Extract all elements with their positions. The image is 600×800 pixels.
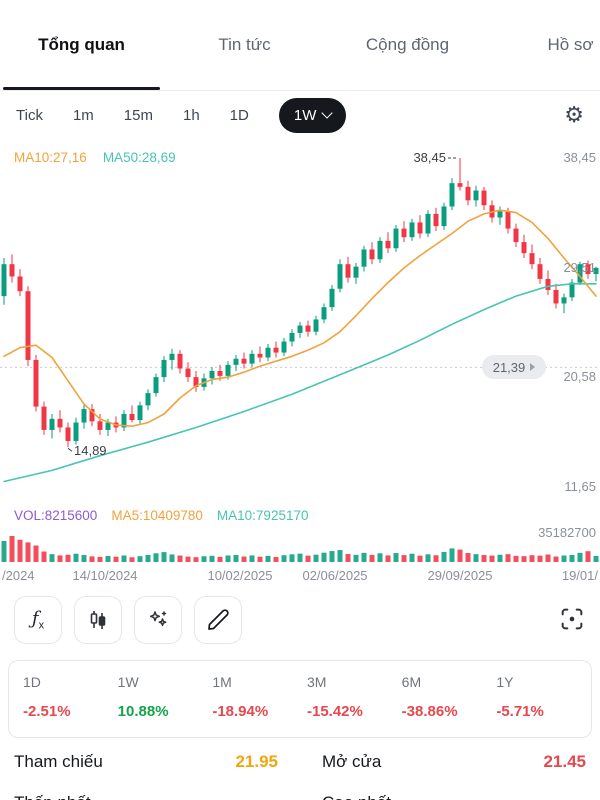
y-axis-label: 38,45 xyxy=(563,150,596,165)
performance-column: 6M -38.86% xyxy=(402,674,497,737)
timeframe-tick[interactable]: Tick xyxy=(16,106,43,124)
x-axis-label: /2024 xyxy=(2,568,35,583)
timeframe-1h[interactable]: 1h xyxy=(182,106,200,124)
period-label: 1D xyxy=(23,674,41,690)
x-axis-label: 19/01/ xyxy=(561,568,598,583)
high-price-label: Cao nhất xyxy=(322,793,391,800)
tab-ho-so[interactable]: Hồ sơ xyxy=(489,0,600,90)
vol-label: VOL:8215600 xyxy=(14,508,98,523)
performance-column: 1M -18.94% xyxy=(212,674,307,737)
chart-toolbar: ƒx xyxy=(0,596,600,644)
fx-indicator-icon: ƒx xyxy=(31,608,45,632)
tab-label: Tổng quan xyxy=(38,35,125,54)
low-price-cell: Thấp nhất xyxy=(14,793,278,800)
pencil-icon xyxy=(208,609,229,630)
open-price-value: 21.45 xyxy=(543,752,586,771)
peak-price-label: 38,45 xyxy=(413,150,446,165)
y-axis-label: 20,58 xyxy=(563,369,596,385)
period-value: -38.86% xyxy=(401,703,458,720)
scan-icon xyxy=(561,608,583,629)
price-line-badge[interactable]: 21,39 xyxy=(482,355,546,380)
low-price-label: Thấp nhất xyxy=(14,793,91,800)
x-axis-label: 10/02/2025 xyxy=(207,568,273,583)
chart-type-button[interactable] xyxy=(74,596,122,644)
performance-column: 3M -15.42% xyxy=(307,674,402,737)
timeframe-row: Tick 1m 15m 1h 1D 1W ⚙ xyxy=(0,91,600,139)
volume-overlay-labels: VOL:8215600 MA5:10409780 MA10:7925170 xyxy=(14,508,308,523)
performance-column: 1D -2.51% xyxy=(23,674,118,737)
period-value: -5.71% xyxy=(496,703,544,720)
badge-caret-icon xyxy=(530,363,536,372)
chart-area: 38,45 14,89 MA10:27,16 MA50:28,69 VOL:821… xyxy=(0,140,600,588)
draw-button[interactable] xyxy=(194,596,242,644)
ma-overlay-labels: MA10:27,16 MA50:28,69 xyxy=(14,150,176,165)
tab-label: Cộng đồng xyxy=(365,35,450,54)
tab-tong-quan[interactable]: Tổng quan xyxy=(0,0,163,90)
period-label: 1W xyxy=(117,674,139,690)
open-price-label: Mở cửa xyxy=(322,752,382,771)
vol-ma5-label: MA5:10409780 xyxy=(111,508,203,523)
chart-settings-button[interactable]: ⚙ xyxy=(564,102,584,128)
timeframe-15m[interactable]: 15m xyxy=(123,106,153,124)
period-value: -18.94% xyxy=(212,703,269,720)
period-value: 10.88% xyxy=(117,703,169,720)
price-line-value: 21,39 xyxy=(492,359,526,375)
ma10-label: MA10:27,16 xyxy=(14,150,87,165)
price-volume-chart[interactable]: 38,45 14,89 xyxy=(0,140,600,588)
indicators-fx-button[interactable]: ƒx xyxy=(14,596,62,644)
period-label: 6M xyxy=(401,674,422,690)
tab-tin-tuc[interactable]: Tin tức xyxy=(163,0,326,90)
volume-max-label: 35182700 xyxy=(538,525,596,540)
ai-sparkle-button[interactable] xyxy=(134,596,182,644)
period-label: 1M xyxy=(212,674,232,690)
performance-column: 1W 10.88% xyxy=(118,674,213,737)
tab-cong-dong[interactable]: Cộng đồng xyxy=(326,0,489,90)
quote-info-row: Tham chiếu 21.95 Mở cửa 21.45 xyxy=(14,752,586,772)
timeframe-1m[interactable]: 1m xyxy=(72,106,94,124)
reference-price-cell: Tham chiếu 21.95 xyxy=(14,752,278,772)
selected-timeframe-label: 1W xyxy=(293,106,317,124)
y-axis-label: 11,65 xyxy=(564,479,596,494)
fullscreen-scan-button[interactable] xyxy=(558,605,586,636)
active-tab-underline xyxy=(3,87,160,90)
top-tab-bar: Tổng quan Tin tức Cộng đồng Hồ sơ xyxy=(0,0,600,91)
ma50-label: MA50:28,69 xyxy=(102,150,176,165)
period-value: -2.51% xyxy=(23,703,71,720)
vol-ma10-label: MA10:7925170 xyxy=(216,508,309,523)
performance-column: 1Y -5.71% xyxy=(496,674,591,737)
performance-table: 1D -2.51% 1W 10.88% 1M -18.94% 3M -15.42… xyxy=(8,660,592,738)
x-axis-label: 14/10/2024 xyxy=(72,568,138,583)
timeframe-1d[interactable]: 1D xyxy=(229,106,249,124)
gear-icon: ⚙ xyxy=(564,102,584,127)
reference-price-value: 21.95 xyxy=(235,752,278,771)
open-price-cell: Mở cửa 21.45 xyxy=(322,752,586,772)
period-value: -15.42% xyxy=(306,703,363,720)
high-price-cell: Cao nhất xyxy=(322,793,586,800)
x-axis-label: 02/06/2025 xyxy=(302,568,368,583)
period-label: 1Y xyxy=(496,674,514,690)
candlestick-type-icon xyxy=(90,611,106,629)
quote-info-row-partial: Thấp nhất Cao nhất xyxy=(14,793,586,800)
reference-price-label: Tham chiếu xyxy=(14,752,103,771)
period-label: 3M xyxy=(306,674,327,690)
sparkles-icon xyxy=(149,611,167,627)
low-price-label: 14,89 xyxy=(74,443,107,458)
tab-label: Hồ sơ xyxy=(547,35,594,54)
chevron-down-icon xyxy=(321,107,334,119)
timeframe-selected-1w[interactable]: 1W xyxy=(278,97,347,133)
tab-label: Tin tức xyxy=(218,35,271,54)
x-axis-label: 29/09/2025 xyxy=(427,568,493,583)
y-axis-label: 29,51 xyxy=(563,259,596,275)
